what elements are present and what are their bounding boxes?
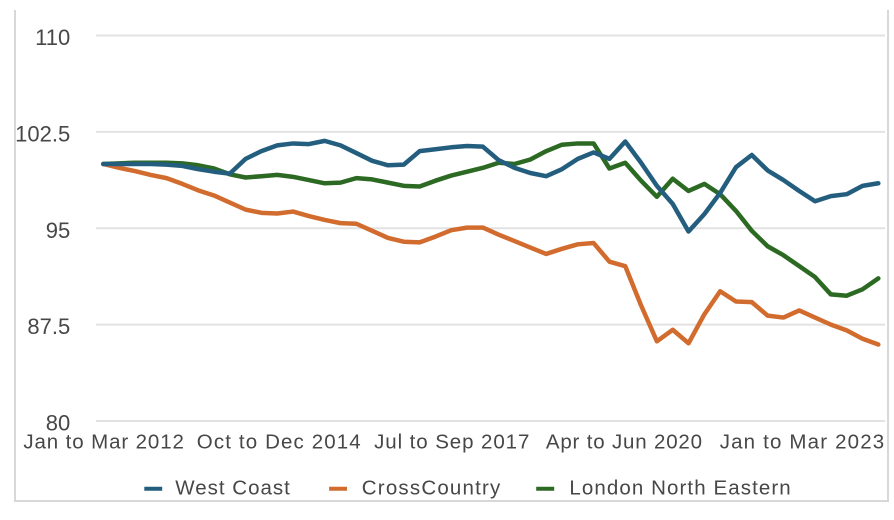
- svg-text:Apr to Jun 2020: Apr to Jun 2020: [546, 431, 702, 454]
- svg-text:102.5: 102.5: [15, 122, 70, 147]
- svg-text:Oct to Dec 2014: Oct to Dec 2014: [197, 431, 361, 454]
- svg-text:80: 80: [46, 411, 70, 436]
- svg-text:Jul to Sep 2017: Jul to Sep 2017: [374, 431, 529, 454]
- svg-text:95: 95: [46, 218, 70, 243]
- svg-text:London North Eastern: London North Eastern: [569, 477, 790, 500]
- svg-text:CrossCountry: CrossCountry: [362, 477, 501, 500]
- svg-text:Jan to Mar 2012: Jan to Mar 2012: [23, 431, 183, 454]
- svg-text:West Coast: West Coast: [175, 477, 290, 500]
- svg-text:87.5: 87.5: [27, 314, 70, 339]
- svg-text:Jan to Mar 2023: Jan to Mar 2023: [720, 431, 885, 454]
- svg-text:110: 110: [35, 25, 70, 50]
